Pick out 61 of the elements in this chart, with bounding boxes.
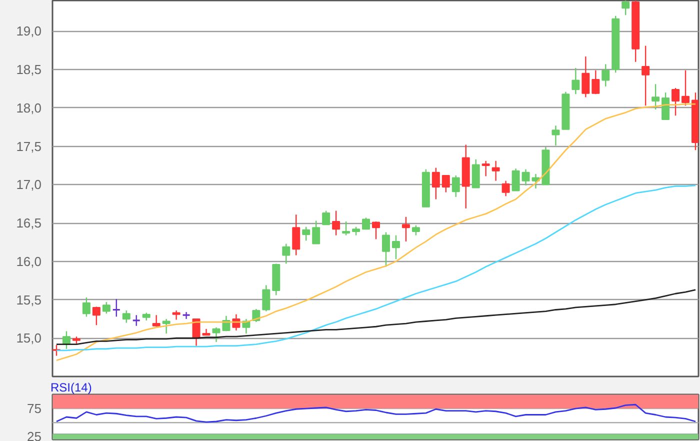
y-tick-label: 19,0 xyxy=(16,24,42,39)
candlestick xyxy=(342,220,350,236)
y-tick-label: 18,0 xyxy=(16,100,42,116)
y-tick-label: 15,5 xyxy=(16,292,42,308)
candlestick xyxy=(302,226,310,242)
y-tick-label: 16,0 xyxy=(16,254,42,269)
candlestick xyxy=(672,87,680,116)
candlestick xyxy=(332,210,340,236)
candlestick xyxy=(172,310,180,320)
candlestick xyxy=(512,168,520,192)
candlestick xyxy=(212,326,220,343)
candlestick xyxy=(322,210,330,226)
candlestick xyxy=(602,64,610,88)
candlestick xyxy=(292,214,300,256)
candlestick xyxy=(282,243,290,264)
y-tick-label: 16,5 xyxy=(16,216,42,231)
candlestick xyxy=(162,318,170,334)
candlestick xyxy=(362,217,370,230)
candlestick xyxy=(132,314,141,326)
candlestick xyxy=(492,160,500,182)
candlestick xyxy=(502,180,510,197)
candlestick xyxy=(452,174,460,198)
candlestick xyxy=(442,174,450,193)
line-series xyxy=(56,404,696,423)
candlestick xyxy=(382,232,390,268)
candlestick xyxy=(392,234,400,260)
candlestick xyxy=(232,314,240,332)
candlestick xyxy=(402,216,410,242)
candlestick xyxy=(412,224,420,236)
candlestick xyxy=(312,220,320,244)
candlestick xyxy=(582,56,590,98)
candlestick xyxy=(82,296,90,318)
candlestick xyxy=(472,158,480,188)
candlestick xyxy=(622,0,630,16)
candlestick xyxy=(92,306,100,326)
candlestick xyxy=(112,298,121,318)
candlestick xyxy=(102,301,110,314)
candlestick xyxy=(662,92,670,120)
y-tick-label: 17,0 xyxy=(16,177,42,192)
y-tick-label: 25 xyxy=(27,429,42,441)
candlestick xyxy=(522,168,530,186)
candlestick xyxy=(222,315,230,332)
y-tick-label: 15,0 xyxy=(16,330,42,346)
chart-title: RSI(14) xyxy=(50,380,92,394)
candlestick xyxy=(642,45,650,106)
candlestick xyxy=(432,167,440,200)
y-tick-label: 75 xyxy=(27,401,42,416)
candlestick xyxy=(372,220,380,240)
y-tick-label: 18,5 xyxy=(16,62,42,78)
candlestick xyxy=(592,70,600,95)
candlestick xyxy=(482,160,490,177)
candlestick xyxy=(62,330,70,350)
candlestick xyxy=(552,124,560,146)
candlestick xyxy=(652,84,660,110)
candlestick xyxy=(682,70,690,106)
y-tick-label: 17,5 xyxy=(16,138,42,154)
candlestick xyxy=(122,310,130,324)
line-series xyxy=(56,289,696,345)
candlestick xyxy=(182,311,191,320)
candlestick xyxy=(262,284,270,312)
candlestick xyxy=(572,67,580,95)
